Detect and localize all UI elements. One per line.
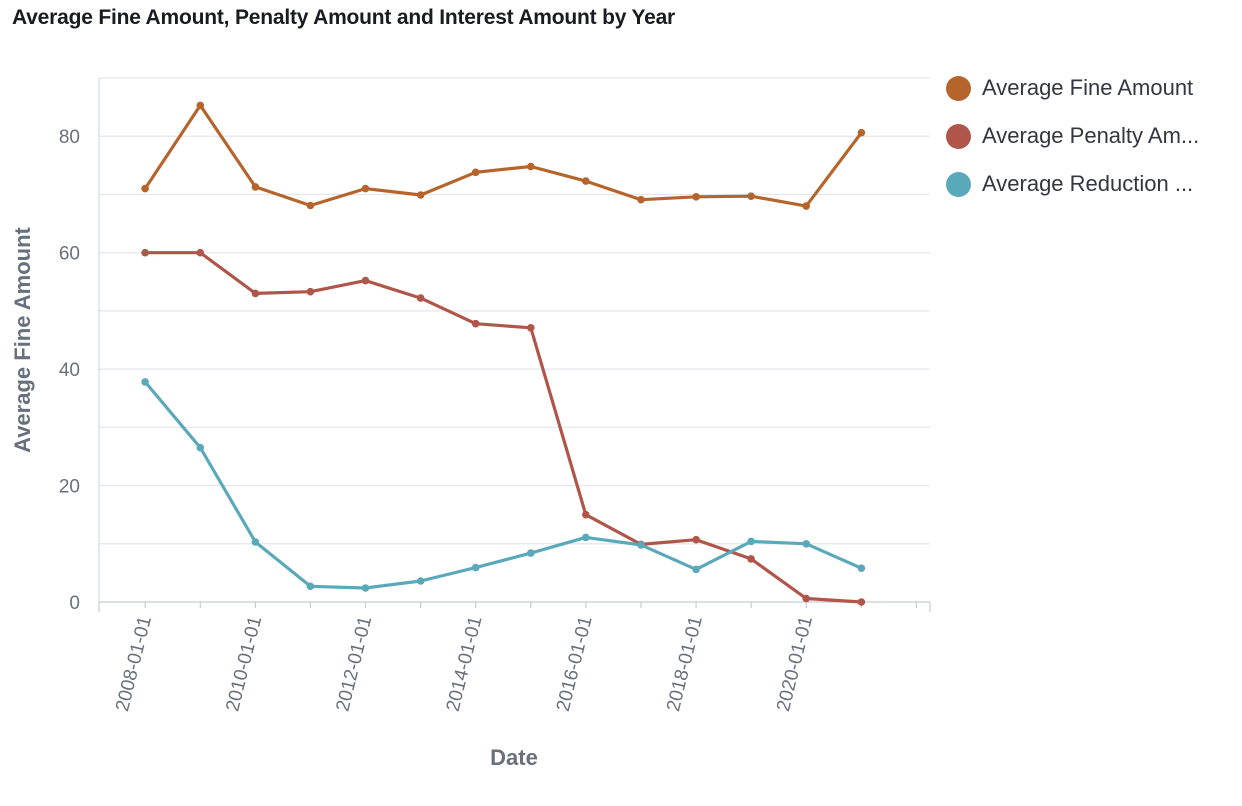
data-point[interactable] (527, 162, 535, 171)
data-point[interactable] (802, 540, 810, 548)
legend-item-0[interactable]: Average Fine Amount (946, 64, 1199, 112)
data-point[interactable] (361, 184, 370, 193)
data-point[interactable] (747, 192, 755, 200)
y-tick-label: 40 (59, 360, 80, 381)
data-point[interactable] (306, 201, 315, 210)
x-axis-title: Date (490, 745, 538, 770)
data-point[interactable] (471, 563, 480, 572)
data-point[interactable] (251, 183, 260, 191)
data-point[interactable] (527, 324, 535, 332)
x-tick-label: 2012-01-01 (332, 614, 376, 713)
data-point[interactable] (582, 177, 590, 185)
legend-item-1[interactable]: Average Penalty Am... (946, 112, 1199, 160)
series-points (141, 101, 866, 606)
legend-swatch (946, 123, 971, 149)
gridlines (99, 77, 930, 603)
y-tick-label: 80 (59, 127, 80, 148)
data-point[interactable] (416, 577, 425, 585)
data-point[interactable] (141, 184, 149, 193)
data-point[interactable] (471, 319, 480, 328)
legend-item-2[interactable]: Average Reduction ... (946, 160, 1199, 208)
data-point[interactable] (692, 565, 700, 574)
legend-swatch (946, 75, 971, 101)
y-tick-label: 20 (59, 477, 80, 498)
data-point[interactable] (141, 378, 149, 386)
legend-label: Average Penalty Am... (982, 123, 1200, 148)
y-tick-label: 0 (69, 593, 80, 614)
data-point[interactable] (582, 510, 590, 519)
data-point[interactable] (857, 128, 866, 137)
data-point[interactable] (692, 535, 700, 544)
data-point[interactable] (802, 202, 810, 210)
series-lines (143, 103, 863, 604)
data-point[interactable] (196, 443, 205, 452)
data-point[interactable] (251, 289, 260, 298)
data-point[interactable] (361, 584, 370, 592)
data-point[interactable] (747, 537, 755, 546)
data-point[interactable] (692, 193, 700, 201)
data-point[interactable] (141, 248, 149, 257)
data-point[interactable] (802, 594, 810, 603)
series-line-2 (143, 380, 863, 590)
y-axis-title: Average Fine Amount (10, 226, 35, 452)
data-point[interactable] (306, 287, 315, 296)
data-point[interactable] (416, 294, 425, 302)
data-point[interactable] (251, 538, 260, 546)
data-point[interactable] (637, 195, 645, 204)
data-point[interactable] (361, 276, 370, 285)
chart-title: Average Fine Amount, Penalty Amount and … (12, 6, 676, 29)
x-tick-label: 2020-01-01 (773, 614, 817, 713)
data-point[interactable] (471, 168, 480, 177)
data-point[interactable] (196, 248, 205, 257)
series-line-1 (143, 251, 863, 604)
x-tick-label: 2014-01-01 (443, 614, 487, 713)
series-line-0 (143, 103, 863, 208)
legend-label: Average Fine Amount (982, 75, 1194, 100)
x-tick-label: 2018-01-01 (663, 614, 707, 713)
data-point[interactable] (196, 101, 205, 110)
data-point[interactable] (857, 598, 866, 606)
x-tick-label: 2016-01-01 (553, 614, 597, 713)
data-point[interactable] (416, 191, 425, 199)
data-point[interactable] (857, 564, 866, 572)
legend: Average Fine Amount Average Penalty Am...… (946, 64, 1199, 208)
data-point[interactable] (527, 549, 535, 557)
y-tick-label: 60 (59, 244, 80, 265)
x-tick-label: 2010-01-01 (222, 614, 266, 713)
axes: 0 20 40 60 80 2008-01-01 2010-01-01 2012-01-01 2… (59, 78, 931, 714)
data-point[interactable] (582, 533, 590, 542)
legend-swatch (946, 171, 971, 197)
legend-label: Average Reduction ... (982, 171, 1194, 196)
x-tick-label: 2008-01-01 (112, 614, 156, 713)
data-point[interactable] (306, 582, 315, 591)
data-point[interactable] (747, 555, 755, 563)
data-point[interactable] (637, 541, 645, 549)
